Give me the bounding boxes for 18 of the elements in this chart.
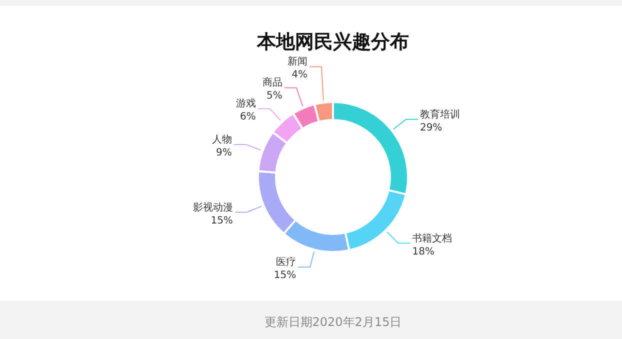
text: 更新日期2020年2月15日 [264,315,402,329]
data-label: 15% [210,215,233,226]
slice-label: 游戏 [236,98,256,110]
slice-label: 人物 [212,134,232,146]
slice-label: 医疗 [276,256,296,268]
data-label: 5% [266,90,282,102]
chart-title: 本地网民兴趣分布 [256,31,409,53]
data-label: 6% [240,112,256,123]
slice-label: 新闻 [287,56,308,68]
data-label: 4% [292,70,308,81]
slice-label: 书籍文档 [412,232,452,244]
slice-label: 教育培训 [420,108,460,120]
data-label: 18% [412,246,434,258]
slice-label: 影视动漫 [192,201,233,214]
data-label: 15% [274,270,296,282]
data-label: 9% [216,147,232,158]
slice-label: 商品 [262,76,282,89]
data-label: 29% [420,122,442,134]
